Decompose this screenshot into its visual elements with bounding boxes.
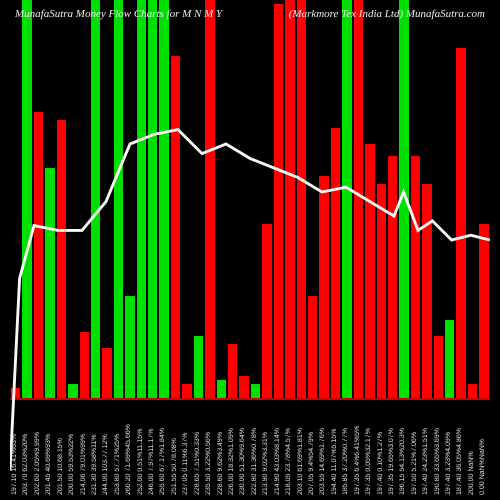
bar-10: [125, 296, 134, 400]
x-label-17: 235.50 3.22%0.56%: [205, 400, 214, 500]
x-label-30: 197.35 6.4%6.41%5%: [354, 400, 363, 500]
bar-38: [445, 320, 454, 400]
x-axis-labels: 197.10 16.41%63%203.70 62.03%20%202.60 2…: [10, 400, 490, 500]
bar-6: [80, 332, 89, 400]
x-label-15: 237.05 0.11%6.37%: [182, 400, 191, 500]
x-label-28: 194.40 11.07%5.15%: [331, 400, 340, 500]
bar-14: [171, 56, 180, 400]
bar-22: [262, 224, 271, 400]
bar-34: [399, 0, 408, 400]
bar-39: [456, 48, 465, 400]
x-label-11: 252.00 0.51%11.15%: [137, 400, 146, 500]
x-label-22: 213.90 9.02%3.31%: [262, 400, 271, 500]
x-label-24: 218.05 23.78%4.57%: [285, 400, 294, 500]
x-label-16: 228.65 7.51%0.33%: [194, 400, 203, 500]
x-label-12: 246.00 7.97%11.17%: [148, 400, 157, 500]
bar-13: [159, 0, 168, 400]
bar-20: [239, 376, 248, 400]
baseline-marker: [10, 398, 490, 400]
bar-9: [114, 0, 123, 400]
x-label-0: 197.10 16.41%63%: [11, 400, 20, 500]
x-label-1: 203.70 62.03%20%: [22, 400, 31, 500]
x-label-20: 230.00 51.30%9.64%: [239, 400, 248, 500]
x-label-9: 253.80 57.71%25%: [114, 400, 123, 500]
header-title-right: (Markmore Tex India Ltd) MunafaSutra.com: [289, 8, 485, 20]
x-label-21: 222.80 31.36%0.78%: [251, 400, 260, 500]
bar-35: [411, 156, 420, 400]
bar-26: [308, 296, 317, 400]
header-title-left: MunafaSutra Money Flow Charts for M N M …: [15, 8, 222, 20]
x-label-7: 231.30 39.58%11%: [91, 400, 100, 500]
x-label-41: 0.00 NaN%NaN%: [479, 400, 488, 500]
x-label-39: 187.40 36.05%4.86%: [456, 400, 465, 500]
bar-31: [365, 144, 374, 400]
x-label-33: 197.35 19.65%3.07%: [388, 400, 397, 500]
bar-11: [137, 0, 146, 400]
bar-1: [22, 0, 31, 400]
bar-32: [377, 184, 386, 400]
x-label-40: 200.00 NaN%: [468, 400, 477, 500]
x-label-29: 185.85 37.20%0.77%: [342, 400, 351, 500]
chart-header: MunafaSutra Money Flow Charts for M N M …: [0, 8, 500, 20]
x-label-23: 214.90 43.03%8.14%: [274, 400, 283, 500]
bar-28: [331, 128, 340, 400]
bar-7: [91, 0, 100, 400]
bar-17: [205, 0, 214, 400]
x-label-19: 226.00 18.32%1.09%: [228, 400, 237, 500]
x-label-10: 260.20 71.69%45.66%: [125, 400, 134, 500]
x-label-14: 251.55 50.78.08%: [171, 400, 180, 500]
x-label-31: 197.35 0.05%32.17%: [365, 400, 374, 500]
bar-4: [57, 120, 66, 400]
bar-36: [422, 184, 431, 400]
x-label-3: 201.45 40.69%93%: [45, 400, 54, 500]
bar-2: [34, 112, 43, 400]
bar-25: [297, 0, 306, 400]
x-label-26: 207.05 9.4%54.79%: [308, 400, 317, 500]
bar-18: [217, 380, 226, 400]
x-label-5: 200.00 59.53%22%: [68, 400, 77, 500]
x-label-4: 201.50 10.68.15%: [57, 400, 66, 500]
bar-33: [388, 156, 397, 400]
x-label-25: 203.10 61.69%1.81%: [297, 400, 306, 500]
bar-chart-area: [10, 0, 490, 400]
bar-3: [45, 168, 54, 400]
bar-27: [319, 176, 328, 400]
bar-37: [434, 336, 443, 400]
x-label-35: 197.50 5.21%7.06%: [411, 400, 420, 500]
x-label-6: 214.06 79.01%99%: [80, 400, 89, 500]
x-label-18: 228.60 9.62%3.49%: [217, 400, 226, 500]
x-label-8: 244.00 103.77.12%: [102, 400, 111, 500]
x-label-37: 190.80 33.65%3.69%: [434, 400, 443, 500]
bar-12: [148, 0, 157, 400]
bar-29: [342, 0, 351, 400]
x-label-13: 255.60 67.17%1.84%: [159, 400, 168, 500]
bar-41: [479, 224, 488, 400]
bar-19: [228, 344, 237, 400]
x-label-27: 203.55 14.69%1.76%: [319, 400, 328, 500]
x-label-34: 196.15 54.13%20.3%: [399, 400, 408, 500]
x-label-36: 197.40 24.23%1.51%: [422, 400, 431, 500]
bar-24: [285, 0, 294, 400]
bar-23: [274, 4, 283, 400]
bar-16: [194, 336, 203, 400]
x-label-32: 197.40 0.10%1.27%: [377, 400, 386, 500]
x-label-2: 202.60 2.05%9.99%: [34, 400, 43, 500]
bar-30: [354, 0, 363, 400]
x-label-38: 197.40 3.23%4.09%: [445, 400, 454, 500]
bar-8: [102, 348, 111, 400]
